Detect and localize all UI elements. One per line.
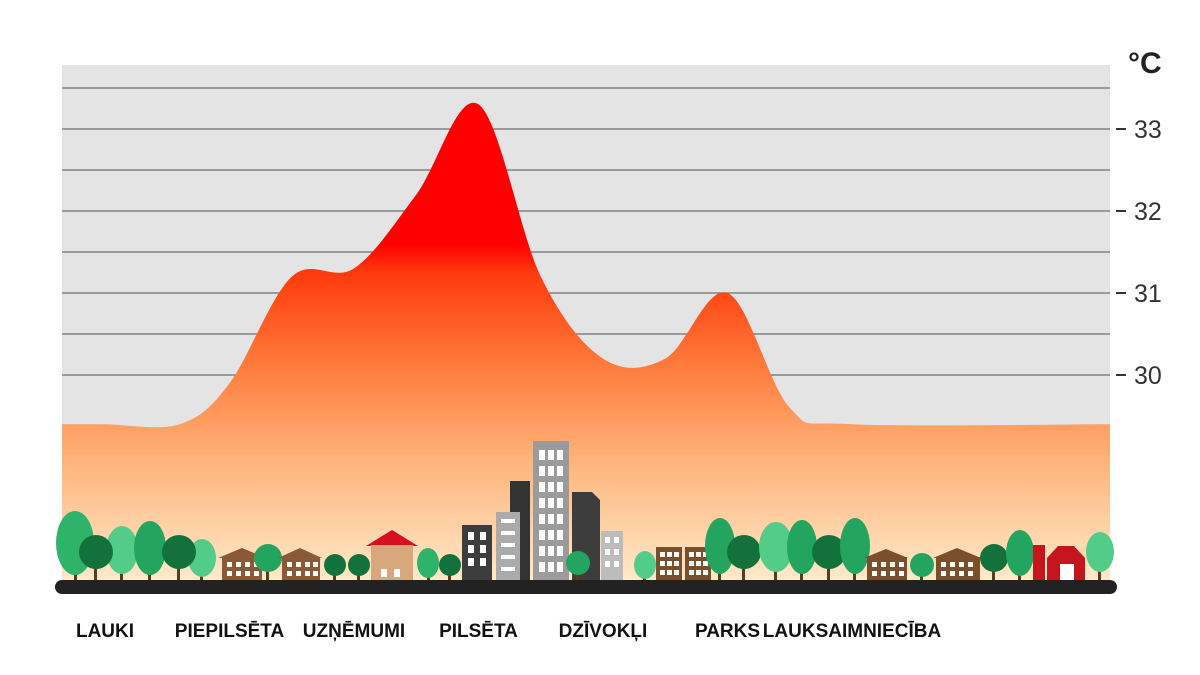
tree-icon	[134, 521, 166, 580]
y-axis: 30 31 32 33	[1116, 116, 1162, 390]
barn-icon	[1033, 545, 1085, 580]
tree-icon	[1086, 532, 1114, 580]
building-icon	[601, 531, 623, 580]
tree-icon	[254, 544, 282, 580]
category-label: LAUKSAIMNIECĪBA	[763, 621, 942, 642]
tree-icon	[759, 522, 793, 580]
tree-icon	[705, 518, 735, 580]
temperature-area	[62, 102, 1110, 580]
tree-icon	[324, 554, 346, 580]
ground-line	[55, 580, 1117, 594]
building-icon	[462, 525, 492, 580]
tree-icon	[840, 518, 870, 580]
category-label: PARKS	[695, 621, 760, 642]
tree-icon	[348, 554, 370, 580]
tree-icon	[980, 544, 1008, 580]
category-label: LAUKI	[76, 621, 134, 642]
tree-icon	[417, 548, 439, 580]
house-icon	[218, 548, 266, 580]
tree-icon	[439, 554, 461, 580]
unit-label: °C	[1128, 47, 1162, 80]
tree-icon	[812, 535, 846, 580]
tree-icon	[910, 553, 934, 580]
tree-icon	[1006, 530, 1034, 580]
y-tick-label: 32	[1134, 198, 1162, 226]
building-icon	[366, 530, 418, 580]
y-tick-label: 33	[1134, 116, 1162, 144]
building-icon	[496, 512, 520, 580]
tree-icon	[79, 535, 113, 580]
category-label: PILSĒTA	[439, 621, 518, 642]
category-label: DZĪVOKĻI	[559, 621, 648, 642]
tree-icon	[566, 551, 590, 580]
y-tick-label: 31	[1134, 280, 1162, 308]
tree-icon	[727, 535, 761, 580]
tree-icon	[634, 551, 656, 580]
house-icon	[864, 549, 908, 580]
tree-icon	[787, 520, 817, 580]
category-label: PIEPILSĒTA	[175, 621, 285, 642]
building-icon	[656, 547, 682, 580]
house-icon	[933, 548, 981, 580]
category-label: UZŅĒMUMI	[303, 621, 405, 642]
x-axis-labels: LAUKI PIEPILSĒTA UZŅĒMUMI PILSĒTA DZĪVOKĻI PA…	[76, 621, 941, 642]
tree-icon	[162, 535, 196, 580]
tree-icon	[106, 526, 138, 580]
house-icon	[278, 548, 322, 580]
building-icon	[533, 441, 569, 580]
y-tick-label: 30	[1134, 362, 1162, 390]
skyline-illustration	[56, 441, 1114, 580]
